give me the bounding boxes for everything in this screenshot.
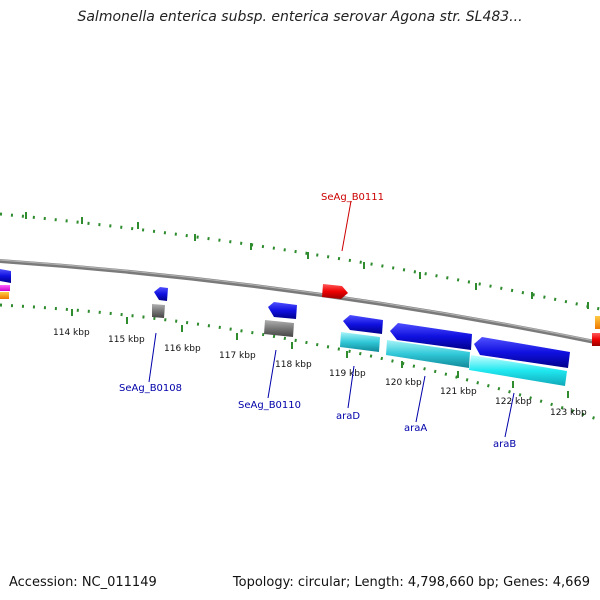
- gene-label-araA: araA: [404, 423, 427, 434]
- tick-label: 121 kbp: [440, 387, 477, 397]
- gene-labels[interactable]: SeAg_B0108 SeAg_B0110 araD araA araB SeA…: [119, 192, 516, 450]
- outer-tick-ring: [0, 212, 600, 311]
- tick-label: 120 kbp: [385, 378, 422, 388]
- gene-araD[interactable]: [340, 315, 383, 352]
- tick-label: 123 kbp: [550, 408, 587, 418]
- gene-label-araB: araB: [493, 439, 516, 450]
- tick-labels: 114 kbp 115 kbp 116 kbp 117 kbp 118 kbp …: [53, 328, 587, 418]
- gene-SeAg_B0110[interactable]: [264, 302, 297, 337]
- tick-label: 119 kbp: [329, 369, 366, 379]
- tick-label: 117 kbp: [219, 351, 256, 361]
- gene-label-araD: araD: [336, 411, 360, 422]
- tick-label: 122 kbp: [495, 397, 532, 407]
- gene-SeAg_B0111[interactable]: [322, 284, 348, 299]
- topology-label: Topology: circular; Length: 4,798,660 bp…: [232, 575, 590, 590]
- gene-label-SeAg_B0108: SeAg_B0108: [119, 383, 182, 394]
- genome-backbone: [0, 259, 600, 345]
- right-edge-features[interactable]: [592, 316, 600, 346]
- tick-label: 118 kbp: [275, 360, 312, 370]
- gene-feature: [592, 333, 600, 346]
- gene-SeAg_B0108[interactable]: [152, 287, 168, 318]
- gene-araA[interactable]: [386, 323, 472, 368]
- map-title: Salmonella enterica subsp. enterica sero…: [77, 9, 523, 25]
- tick-label: 114 kbp: [53, 328, 90, 338]
- gene-feature: [0, 269, 11, 283]
- gene-label-SeAg_B0111: SeAg_B0111: [321, 192, 384, 203]
- gene-feature: [0, 285, 10, 291]
- label-connectors: [148, 200, 515, 438]
- accession-label: Accession: NC_011149: [9, 575, 157, 590]
- gene-feature: [0, 292, 9, 299]
- gene-label-SeAg_B0110: SeAg_B0110: [238, 400, 301, 411]
- gene-araB[interactable]: [469, 337, 570, 386]
- inner-tick-ring: [0, 303, 600, 422]
- tick-label: 116 kbp: [164, 344, 201, 354]
- left-edge-features[interactable]: [0, 269, 11, 299]
- tick-label: 115 kbp: [108, 335, 145, 345]
- gene-feature: [595, 316, 600, 329]
